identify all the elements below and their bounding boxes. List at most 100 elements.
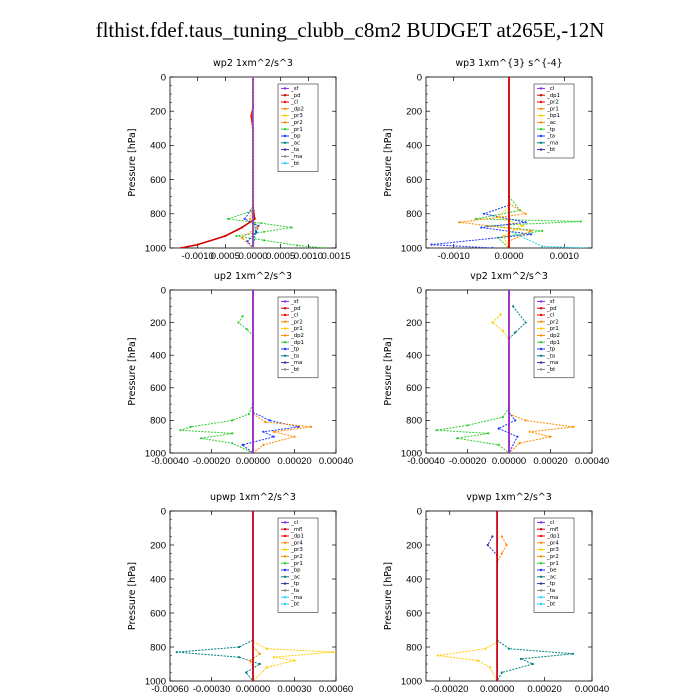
legend-label: _ma: [290, 154, 302, 160]
y-tick-label: 800: [150, 209, 166, 220]
legend-label: _pd: [546, 306, 557, 312]
x-tick-label: 0.00020: [277, 456, 311, 467]
data-point: [531, 662, 534, 666]
legend-marker: [539, 121, 543, 124]
data-point: [458, 221, 461, 224]
y-tick-label: 1000: [145, 676, 166, 687]
series-line-pr1: [496, 536, 508, 563]
series-line-tp: [497, 411, 518, 453]
y-axis-label: Pressure [hPa]: [127, 562, 138, 630]
data-point: [501, 329, 504, 332]
data-point: [549, 435, 552, 438]
data-point: [258, 662, 261, 666]
data-point: [505, 543, 508, 547]
legend-marker: [539, 602, 543, 606]
data-point: [497, 443, 500, 446]
y-tick-label: 0: [161, 285, 166, 296]
data-point: [524, 212, 527, 215]
data-point: [483, 212, 486, 215]
legend-marker: [539, 320, 543, 323]
data-point: [189, 425, 192, 428]
x-tick-label: -0.00060: [151, 684, 189, 695]
y-tick-label: 200: [406, 107, 422, 118]
data-point: [519, 657, 523, 661]
data-point: [249, 217, 252, 220]
legend-label: _ac: [290, 140, 300, 146]
legend-marker: [283, 307, 287, 310]
x-tick-label: -0.00020: [449, 456, 487, 467]
data-point: [246, 240, 249, 243]
legend-label: _bt: [546, 602, 555, 608]
data-point: [488, 666, 492, 669]
data-point: [272, 430, 275, 433]
data-point: [262, 443, 265, 446]
data-point: [251, 451, 255, 453]
y-axis-label: Pressure [hPa]: [127, 128, 138, 196]
series-line-pr1: [491, 314, 510, 340]
legend-label: _pr2: [290, 319, 303, 325]
x-tick-label: -0.0010: [182, 251, 214, 262]
data-point: [491, 246, 494, 248]
data-point: [237, 321, 240, 324]
data-point: [499, 313, 502, 316]
legend-label: _tp: [546, 127, 556, 133]
legend-label: _dp1: [546, 93, 560, 99]
series-group: [436, 511, 575, 681]
legend-label: _bp: [290, 568, 301, 574]
legend-marker: [539, 300, 543, 303]
data-point: [524, 321, 527, 324]
data-point: [235, 234, 238, 238]
legend-label: _be: [546, 568, 557, 574]
series-line-bt: [508, 230, 587, 248]
data-point: [272, 435, 275, 438]
data-point: [245, 328, 248, 331]
data-point: [265, 647, 268, 650]
data-point: [541, 229, 544, 232]
y-tick-label: 200: [406, 540, 422, 551]
legend-marker: [283, 541, 287, 544]
legend: _cl_dp1_pr2_pr1_bp1_ac_tp_ta_ma_bt: [533, 83, 575, 159]
data-point: [518, 442, 521, 445]
data-point: [507, 246, 511, 248]
data-point: [501, 416, 504, 419]
legend-marker: [283, 596, 287, 599]
x-tick-label: -0.00020: [431, 684, 469, 695]
y-tick-label: 1000: [145, 243, 166, 254]
legend-label: _ma: [290, 595, 302, 601]
data-point: [507, 77, 511, 79]
y-tick-label: 600: [150, 608, 166, 619]
chart-title: wp2 1xm^2/s^3: [213, 58, 293, 69]
legend-label: _pr1: [546, 326, 559, 332]
data-point: [254, 229, 257, 232]
legend-marker: [539, 341, 543, 344]
y-tick-label: 600: [150, 175, 166, 186]
legend-marker: [283, 94, 287, 97]
legend-marker: [283, 327, 287, 330]
y-tick-label: 800: [406, 642, 422, 653]
series-line-dp1: [237, 315, 254, 336]
legend-label: _pr3: [290, 547, 303, 553]
data-point: [247, 412, 250, 415]
data-point: [251, 77, 255, 79]
data-point: [323, 246, 326, 248]
data-point: [245, 671, 248, 674]
data-point: [477, 659, 480, 662]
y-tick-label: 1000: [401, 448, 422, 459]
legend-box: [277, 296, 319, 379]
legend-label: _pr2: [546, 100, 559, 106]
series-line-dp2: [436, 407, 510, 453]
data-point: [521, 224, 524, 227]
series-line-bt: [508, 305, 527, 340]
legend-label: _dp1: [546, 340, 560, 346]
data-point: [224, 234, 227, 238]
y-tick-label: 600: [406, 175, 422, 186]
series-line-pr1: [496, 206, 525, 248]
series-line-bp: [243, 206, 260, 248]
legend-marker: [283, 162, 287, 165]
data-point: [530, 233, 533, 236]
series-group: [175, 511, 335, 681]
data-point: [310, 425, 313, 428]
legend-label: _dp2: [290, 333, 304, 339]
data-point: [238, 656, 241, 659]
